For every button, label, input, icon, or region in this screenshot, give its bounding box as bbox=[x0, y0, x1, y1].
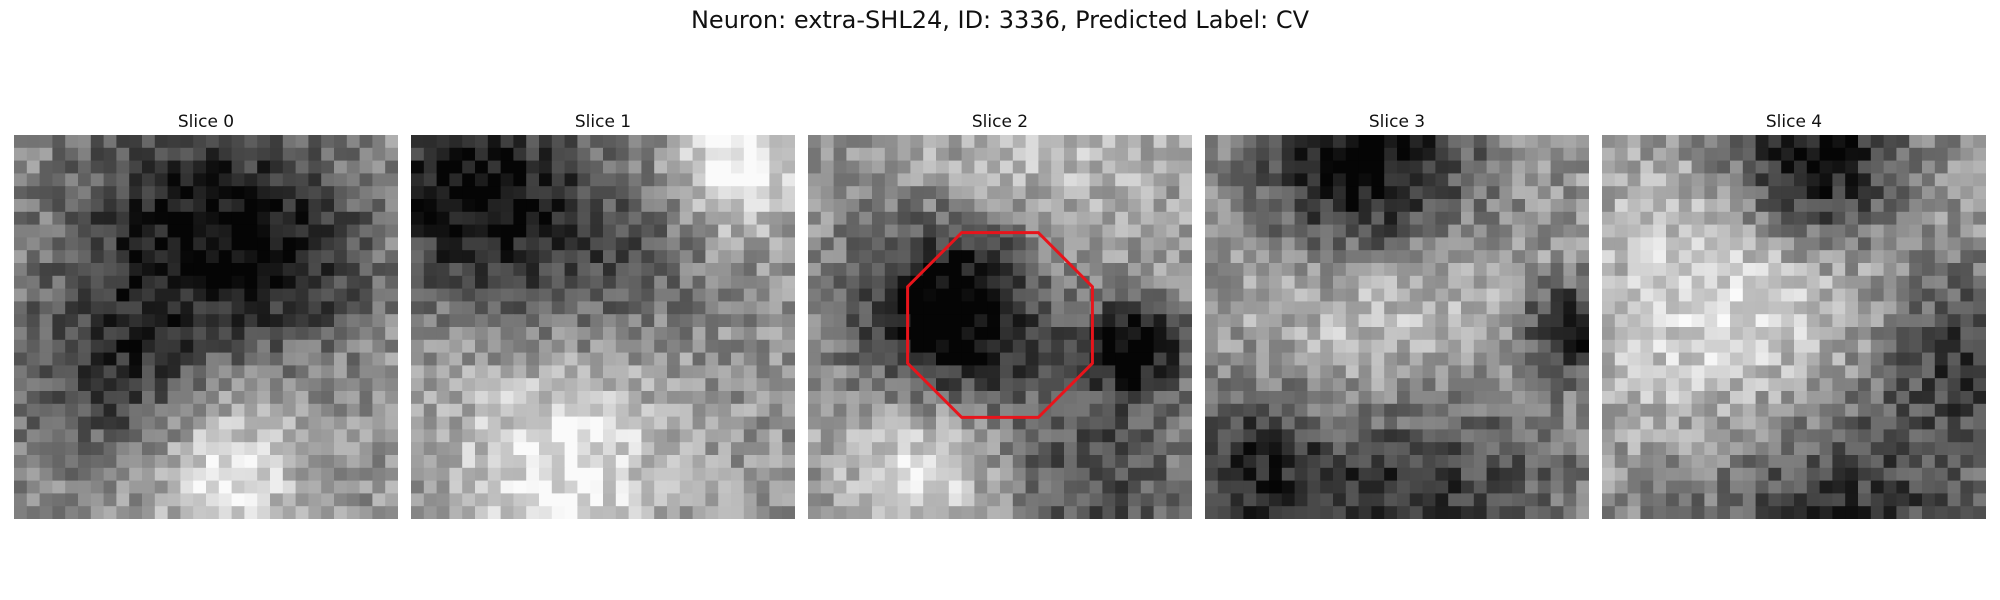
figure-title: Neuron: extra-SHL24, ID: 3336, Predicted… bbox=[690, 6, 1310, 34]
slice-panel-4: Slice 4 bbox=[1602, 110, 1986, 519]
roi-octagon bbox=[906, 231, 1094, 419]
slice-title-1: Slice 1 bbox=[574, 112, 632, 132]
slice-title-3: Slice 3 bbox=[1368, 112, 1426, 132]
slice-panel-1: Slice 1 bbox=[411, 110, 795, 519]
pixel-grid bbox=[1602, 135, 1986, 519]
slice-image-2 bbox=[808, 135, 1192, 519]
pixel-grid bbox=[808, 135, 1192, 519]
slice-title-2: Slice 2 bbox=[971, 112, 1029, 132]
pixel-grid bbox=[14, 135, 398, 519]
slice-image-3 bbox=[1205, 135, 1589, 519]
slice-panel-3: Slice 3 bbox=[1205, 110, 1589, 519]
slice-panel-0: Slice 0 bbox=[14, 110, 398, 519]
slice-panel-2: Slice 2 bbox=[808, 110, 1192, 519]
slice-image-0 bbox=[14, 135, 398, 519]
pixel-grid bbox=[1205, 135, 1589, 519]
slice-title-4: Slice 4 bbox=[1765, 112, 1823, 132]
slice-title-0: Slice 0 bbox=[177, 112, 235, 132]
slice-image-1 bbox=[411, 135, 795, 519]
slice-image-4 bbox=[1602, 135, 1986, 519]
pixel-grid bbox=[411, 135, 795, 519]
